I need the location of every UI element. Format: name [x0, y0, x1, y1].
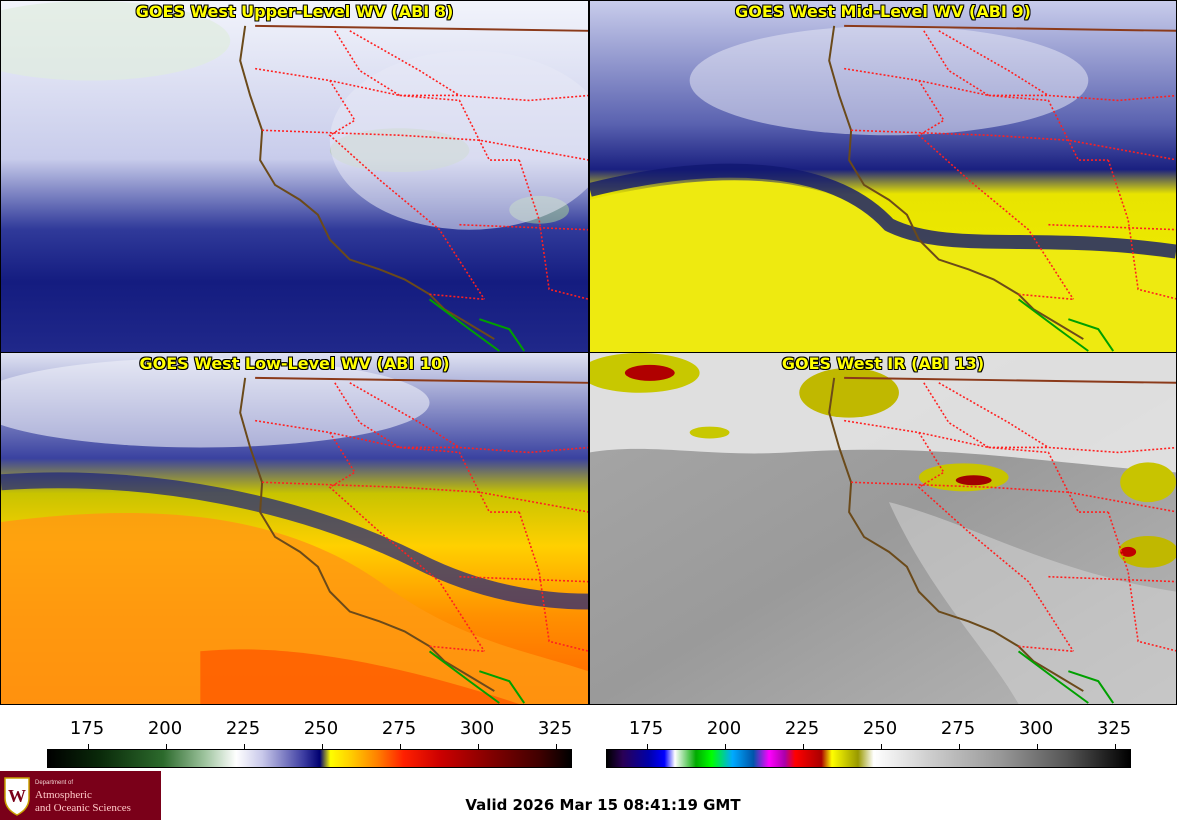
tick-label: 250: [303, 718, 339, 739]
tick-label: 325: [1096, 718, 1132, 739]
low-level-wv-image: [1, 353, 588, 704]
tick-label: 250: [862, 718, 898, 739]
tick-label: 225: [784, 718, 820, 739]
upper-level-wv-image: [1, 1, 588, 352]
tick-label: 225: [225, 718, 261, 739]
tick-label: 175: [628, 718, 664, 739]
panel-ir: GOES West IR (ABI 13): [589, 352, 1177, 705]
panel-mid-level-wv: GOES West Mid-Level WV (ABI 9): [589, 0, 1177, 353]
uw-crest-icon: W: [4, 777, 30, 816]
tick-label: 200: [147, 718, 183, 739]
panel-title: GOES West Mid-Level WV (ABI 9): [735, 2, 1031, 21]
wv-colorbar: [47, 744, 572, 768]
ir-image: [590, 353, 1176, 704]
panel-title: GOES West Low-Level WV (ABI 10): [139, 354, 450, 373]
svg-text:W: W: [8, 786, 26, 806]
tick-label: 300: [1018, 718, 1054, 739]
tick-label: 200: [706, 718, 742, 739]
tick-label: 175: [69, 718, 105, 739]
mid-level-wv-image: [590, 1, 1176, 352]
valid-time: Valid 2026 Mar 15 08:41:19 GMT: [465, 796, 741, 814]
tick-label: 300: [459, 718, 495, 739]
panel-title: GOES West IR (ABI 13): [781, 354, 985, 373]
panel-low-level-wv: GOES West Low-Level WV (ABI 10): [0, 352, 589, 705]
panel-title: GOES West Upper-Level WV (ABI 8): [135, 2, 454, 21]
logo-dept-text: Department of: [35, 780, 74, 786]
ir-colorbar: [606, 744, 1131, 768]
aos-logo: W Department of Atmospheric and Oceanic …: [0, 771, 161, 820]
logo-line1: Atmospheric: [35, 789, 92, 801]
logo-line2: and Oceanic Sciences: [35, 802, 131, 814]
panel-upper-level-wv: GOES West Upper-Level WV (ABI 8): [0, 0, 589, 353]
ir-colorbar-ticks: 175 200 225 250 275 300 325: [0, 718, 1177, 740]
tick-label: 275: [381, 718, 417, 739]
tick-label: 325: [537, 718, 573, 739]
tick-label: 275: [940, 718, 976, 739]
wv-colorbar-ticks: 175 200 225 250 275 300 325: [0, 718, 589, 740]
